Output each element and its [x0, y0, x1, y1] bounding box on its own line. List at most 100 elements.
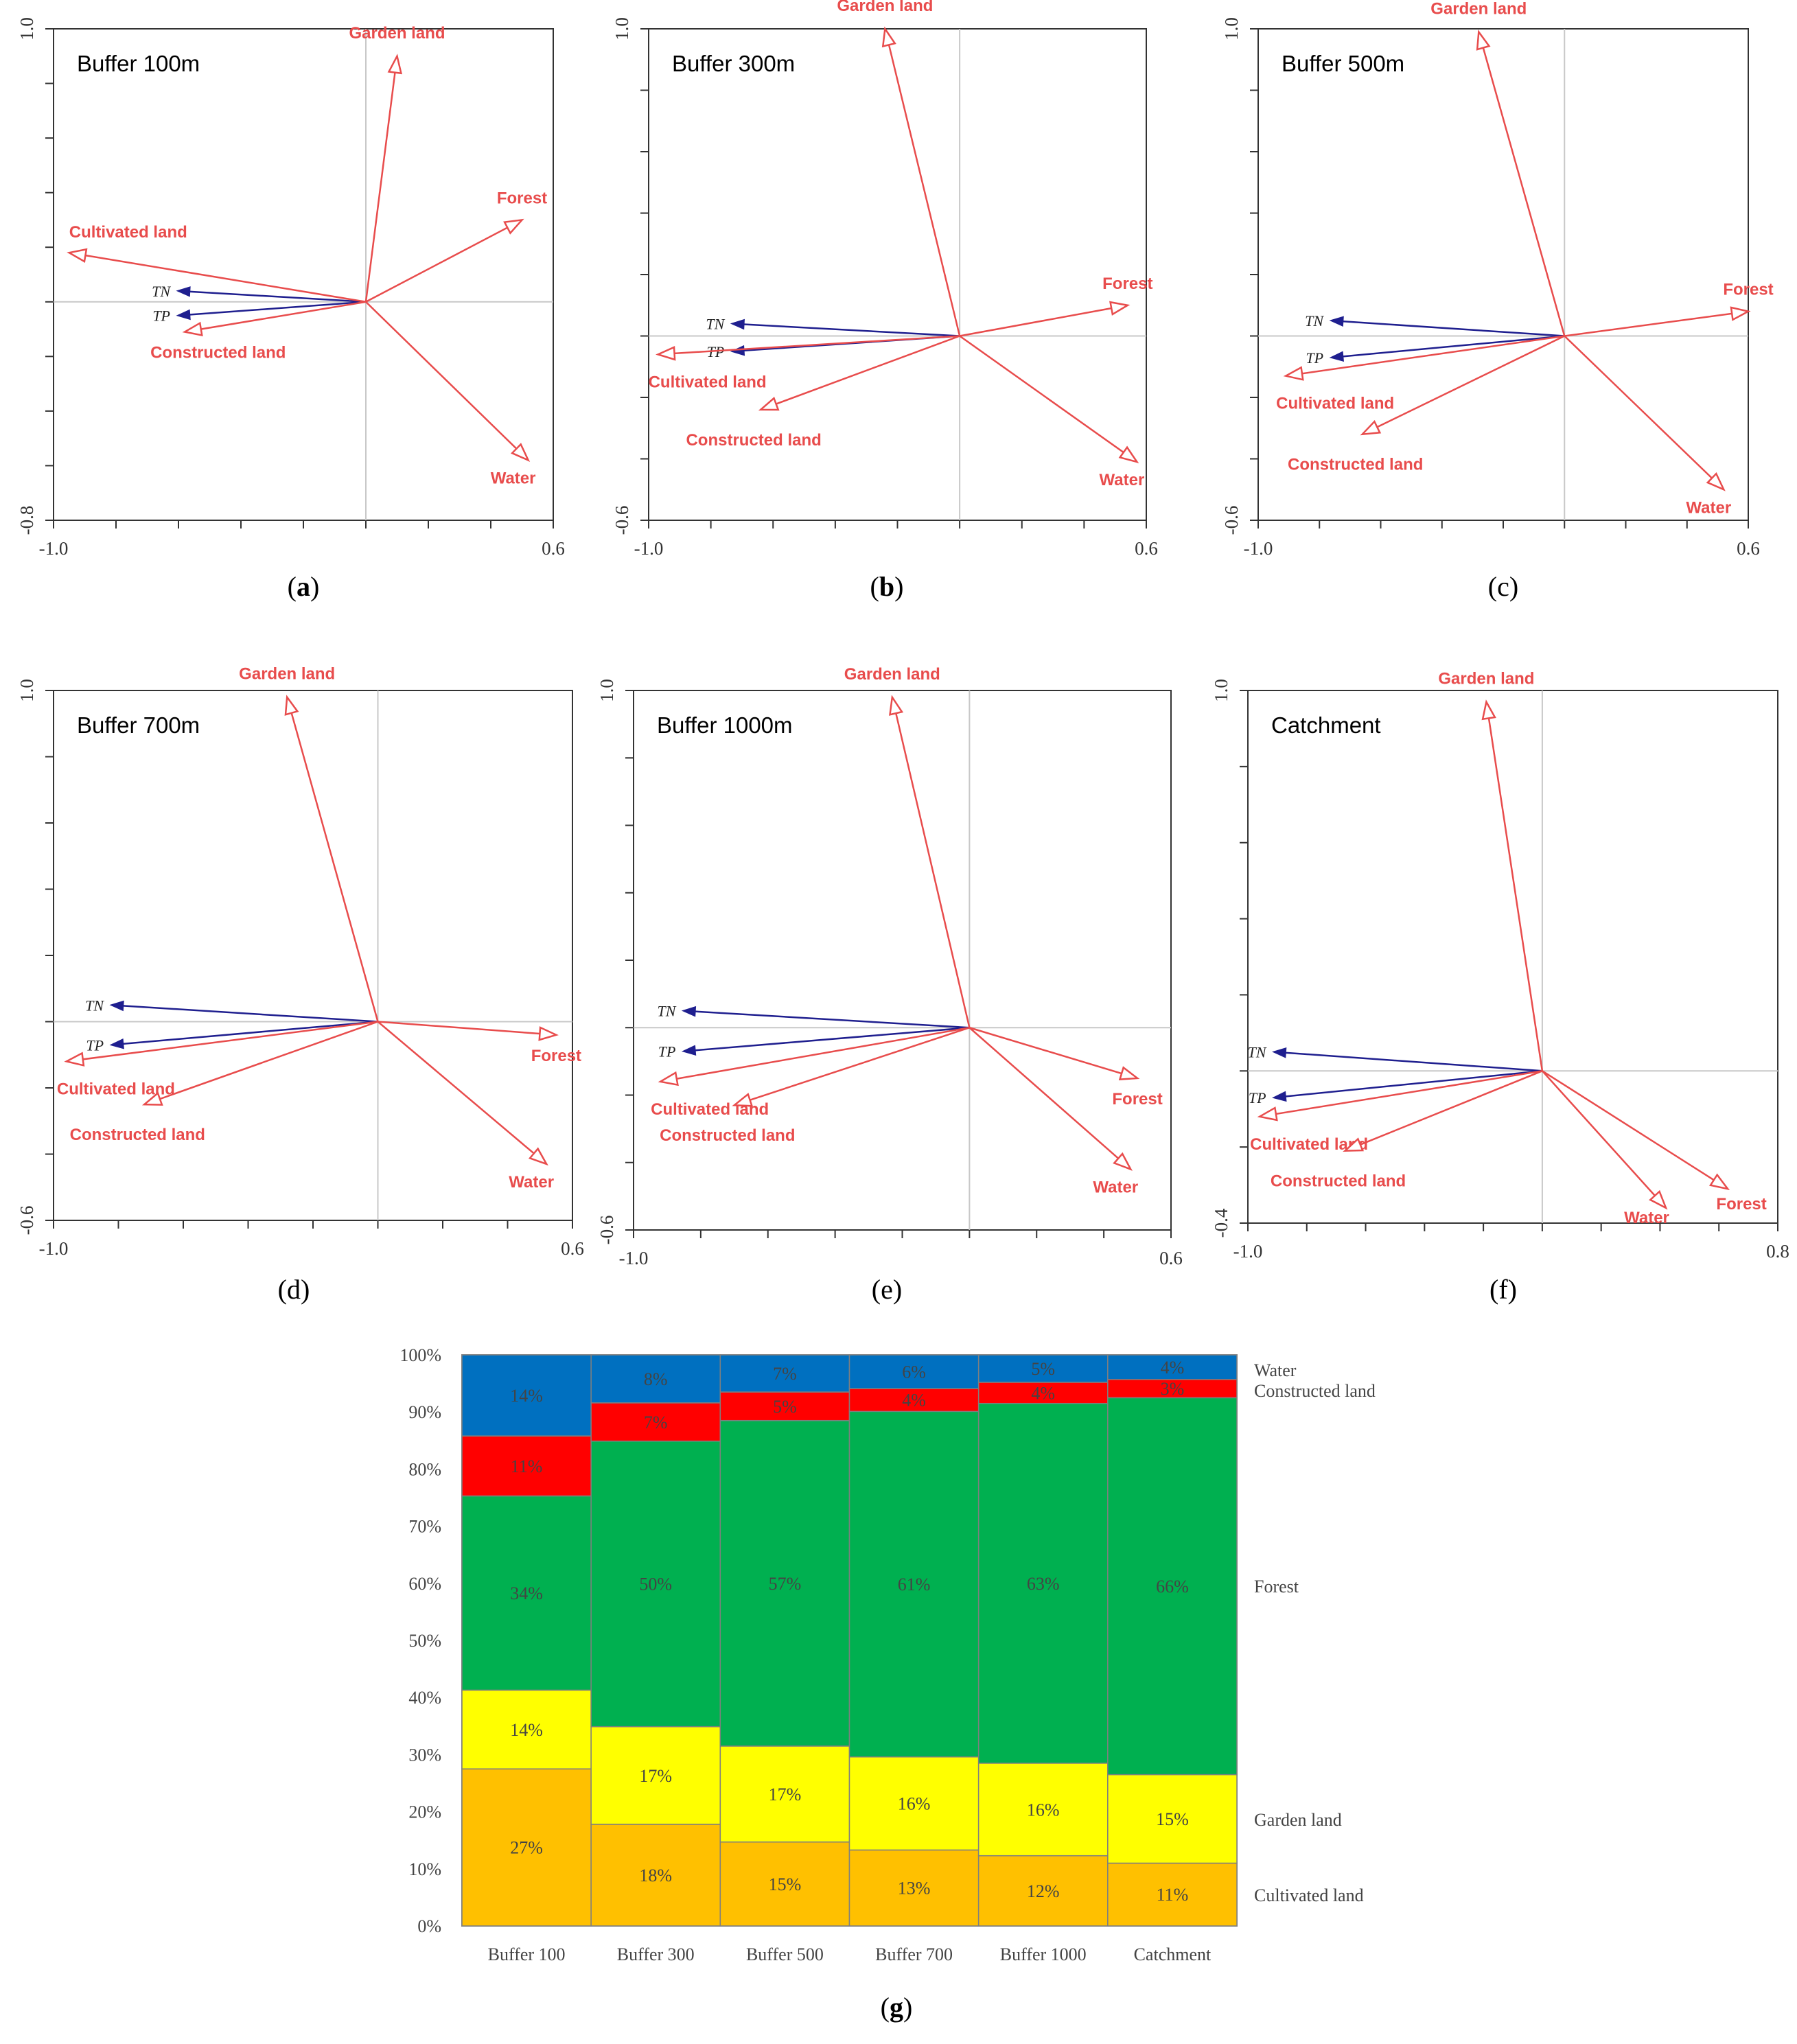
data-label-cultivated-land: 12% [1027, 1881, 1060, 1901]
env-arrow-water [959, 335, 1138, 463]
bar-segment-water [848, 1354, 979, 1389]
x-tick-label-min: -1.0 [634, 538, 664, 559]
panel-caption: (f) [1489, 1274, 1517, 1305]
legend-item-water: Water [1254, 1360, 1297, 1380]
data-label-cultivated-land: 18% [639, 1866, 672, 1885]
response-label-tp: TP [1306, 349, 1323, 367]
response-arrow-tn [684, 1010, 970, 1029]
y-tick-label: 80% [408, 1459, 441, 1479]
env-label-forest: Forest [1716, 1195, 1766, 1213]
env-arrowhead-garden-land [1481, 699, 1496, 721]
env-arrowhead-forest [1708, 1173, 1730, 1191]
data-label-garden-land: 16% [898, 1794, 931, 1814]
x-tick-label-min: -1.0 [39, 538, 69, 559]
data-label-water: 7% [773, 1364, 797, 1384]
y-tick-label: 90% [408, 1402, 441, 1422]
caption-open-paren: ( [1488, 571, 1497, 602]
response-label-tp: TP [1249, 1089, 1266, 1106]
env-arrowhead-water [1113, 1152, 1133, 1171]
y-tick-label: 10% [408, 1859, 441, 1879]
caption-open-paren: ( [872, 1274, 881, 1305]
env-arrow-forest [1542, 1070, 1728, 1190]
env-arrowhead-constructed-land [758, 396, 780, 411]
env-arrow-constructed-land [734, 1027, 970, 1106]
y-tick-label: 100% [399, 1345, 441, 1365]
bar-segment-forest [461, 1495, 592, 1691]
env-arrow-constructed-land [1345, 1070, 1543, 1152]
env-arrowhead-cultivated-land [1257, 1106, 1278, 1122]
response-arrowhead-tp [176, 309, 191, 321]
bar-segment-forest [977, 1402, 1109, 1764]
env-arrowhead-garden-land [387, 54, 403, 75]
panel-title: Buffer 500m [1282, 51, 1404, 76]
env-arrowhead-forest [1109, 301, 1131, 316]
env-label-cultivated-land: Cultivated land [1276, 395, 1394, 413]
stacked-bar-chart-g: 0% 10% 20% 30% 40% 50% 60% 70% 80% 90% 100% 27% 14% 3… [399, 1345, 1376, 2023]
caption-close-paren: ) [301, 1274, 310, 1305]
legend-item-cultivated-land: Cultivated land [1254, 1885, 1364, 1905]
response-arrowhead-tp [681, 1045, 697, 1056]
data-label-cultivated-land: 15% [769, 1874, 802, 1894]
data-label-constructed-land: 5% [773, 1397, 797, 1417]
x-tick-label-max: 0.6 [1737, 538, 1760, 559]
x-tick-label-max: 0.6 [1135, 538, 1158, 559]
data-label-constructed-land: 4% [902, 1391, 926, 1410]
env-arrowhead-garden-land [889, 695, 904, 716]
env-arrow-cultivated-land [1285, 335, 1565, 377]
caption-open-paren: ( [881, 1992, 890, 2023]
data-label-forest: 66% [1156, 1577, 1189, 1596]
data-label-garden-land: 17% [769, 1785, 802, 1804]
data-label-forest: 57% [769, 1574, 802, 1594]
plot-frame [1257, 28, 1749, 521]
response-arrowhead-tn [176, 286, 191, 297]
env-arrow-water [365, 301, 529, 461]
data-label-constructed-land: 4% [1031, 1383, 1055, 1403]
env-arrowhead-water [1118, 445, 1139, 464]
caption-close-paren: ) [893, 1274, 902, 1305]
response-arrow-tn [732, 323, 960, 337]
data-label-water: 6% [902, 1362, 926, 1382]
panel-caption: (b) [870, 571, 904, 602]
response-arrow-tp [111, 1021, 378, 1046]
env-arrow-constructed-land [1362, 335, 1565, 435]
bar-segment-cultivated-land [461, 1768, 592, 1927]
legend-item-garden-land: Garden land [1254, 1810, 1342, 1830]
bar-segment-garden-land [590, 1726, 721, 1825]
biplot-panel-c: -1.0 0.6 1.0 -0.6 Buffer 500m TN TP Garden land… [1221, 0, 1774, 602]
panel-title: Buffer 100m [77, 51, 200, 76]
env-label-constructed-land: Constructed land [70, 1126, 205, 1144]
biplot-panel-f: -1.0 0.8 1.0 -0.4 Catchment TN TP Garden land Fo… [1211, 670, 1789, 1305]
x-tick-label-min: -1.0 [1244, 538, 1273, 559]
panel-caption: (c) [1488, 571, 1518, 602]
panel-caption: (e) [872, 1274, 902, 1305]
response-label-tp: TP [152, 307, 170, 325]
caption-close-paren: ) [310, 571, 319, 602]
data-label-constructed-land: 11% [511, 1456, 543, 1476]
biplot-panel-e: -1.0 0.6 1.0 -0.6 Buffer 1000m TN TP Garden lan… [596, 665, 1183, 1305]
bar-segment-cultivated-land [848, 1849, 979, 1927]
x-tick-label-min: -1.0 [619, 1248, 649, 1268]
bar-segment-water [590, 1354, 721, 1404]
env-label-constructed-land: Constructed land [686, 431, 821, 450]
bar-segment-garden-land [719, 1745, 850, 1843]
env-arrowhead-water [1649, 1189, 1668, 1210]
bar-segment-forest [590, 1440, 721, 1728]
data-label-garden-land: 16% [1027, 1800, 1060, 1820]
env-label-garden-land: Garden land [1430, 0, 1527, 18]
y-tick-label-max: 1.0 [596, 679, 617, 702]
caption-close-paren: ) [903, 1992, 912, 2023]
env-arrowhead-constructed-land [1343, 1137, 1364, 1152]
env-arrow-cultivated-land [658, 335, 960, 356]
data-label-constructed-land: 7% [644, 1413, 668, 1432]
response-arrow-tn [1332, 319, 1565, 337]
panel-title: Catchment [1271, 712, 1381, 738]
env-label-garden-land: Garden land [844, 665, 940, 684]
response-arrowhead-tp [1329, 351, 1344, 362]
response-arrowhead-tp [109, 1038, 124, 1049]
biplot-panel-d: -1.0 0.6 1.0 -0.6 Buffer 700m TN TP Garden land… [16, 665, 584, 1305]
response-label-tn: TN [706, 316, 725, 333]
env-label-water: Water [1624, 1209, 1669, 1227]
caption-letter: b [879, 571, 894, 602]
x-category-label: Catchment [1134, 1944, 1211, 1964]
